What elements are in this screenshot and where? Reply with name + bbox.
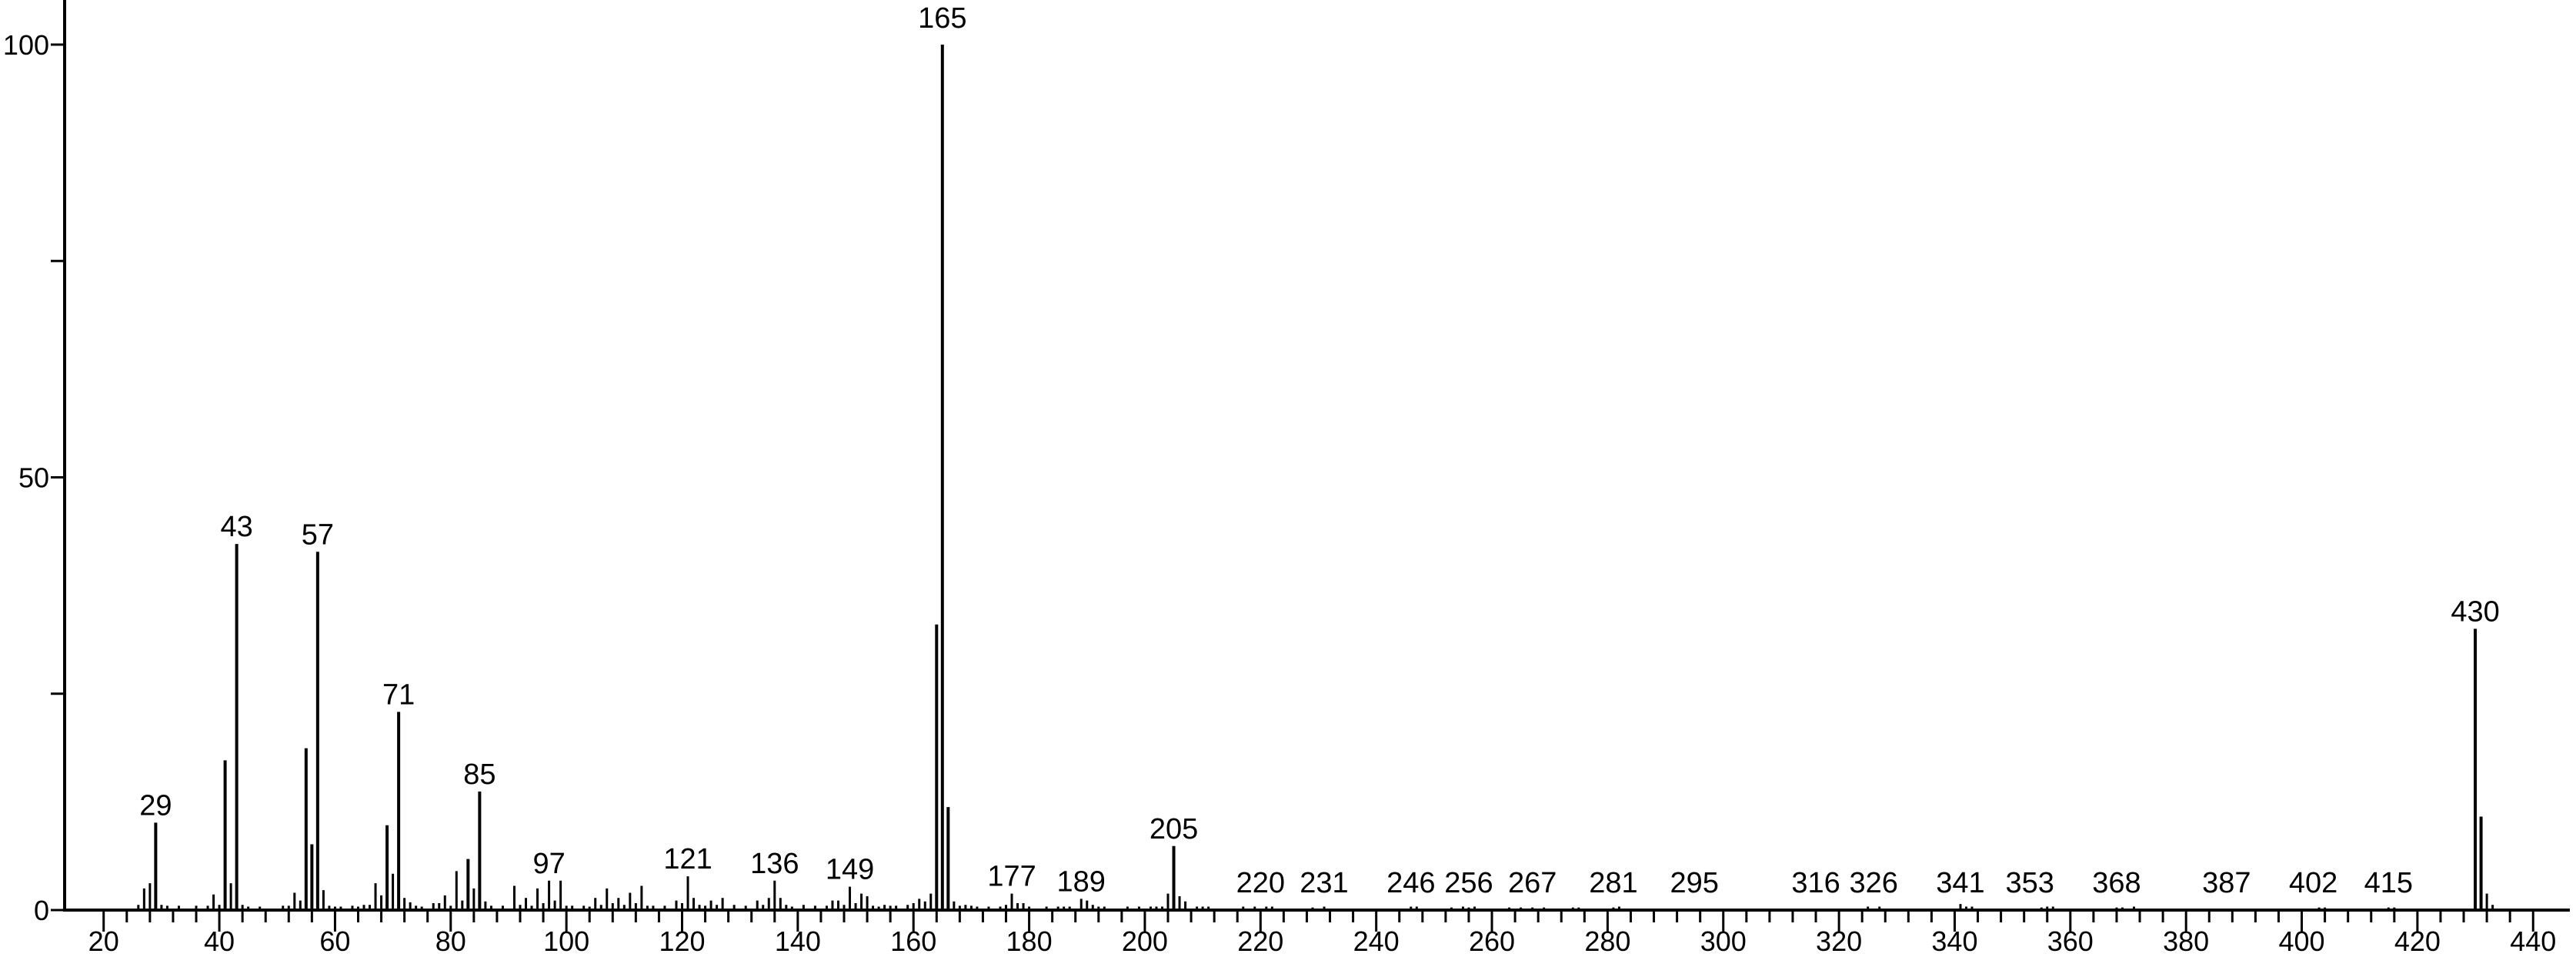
peak-label-231: 231 — [1300, 867, 1348, 899]
axes-group: 20 40 60 80 100 120 140 160 180 200 220 240 260 280 30… — [3, 0, 2570, 957]
x-tick-label-220: 220 — [1237, 925, 1283, 957]
x-tick-label-20: 20 — [88, 925, 119, 957]
peak-label-341: 341 — [1936, 867, 1984, 899]
peak-label-205: 205 — [1150, 813, 1198, 845]
y-tick-label-100: 100 — [3, 29, 49, 61]
peak-label-43: 43 — [220, 511, 252, 543]
x-tick-label-420: 420 — [2394, 925, 2441, 957]
peak-label-316: 316 — [1791, 867, 1840, 899]
peak-label-353: 353 — [2005, 867, 2054, 899]
x-tick-label-400: 400 — [2279, 925, 2325, 957]
peak-label-256: 256 — [1444, 867, 1493, 899]
peak-label-177: 177 — [987, 861, 1036, 893]
x-tick-label-440: 440 — [2510, 925, 2556, 957]
peak-label-57: 57 — [302, 519, 334, 551]
peak-label-29: 29 — [139, 789, 172, 822]
peak-label-189: 189 — [1057, 865, 1106, 898]
x-tick-label-40: 40 — [204, 925, 235, 957]
peak-label-402: 402 — [2289, 867, 2337, 899]
peak-label-149: 149 — [826, 854, 874, 886]
x-tick-label-360: 360 — [2047, 925, 2094, 957]
peak-label-430: 430 — [2451, 595, 2499, 628]
peak-label-220: 220 — [1236, 867, 1285, 899]
x-tick-label-80: 80 — [435, 925, 466, 957]
peaks-group — [137, 45, 2494, 910]
peak-label-246: 246 — [1386, 867, 1435, 899]
x-tick-label-260: 260 — [1469, 925, 1515, 957]
peak-label-97: 97 — [532, 848, 565, 880]
y-tick-label-0: 0 — [34, 895, 49, 926]
x-tick-label-180: 180 — [1006, 925, 1053, 957]
x-tick-label-100: 100 — [543, 925, 589, 957]
peak-label-85: 85 — [463, 759, 496, 791]
x-tick-label-380: 380 — [2163, 925, 2209, 957]
peak-label-326: 326 — [1850, 867, 1898, 899]
peak-label-267: 267 — [1508, 867, 1557, 899]
peak-label-165: 165 — [918, 2, 966, 35]
x-tick-label-140: 140 — [775, 925, 821, 957]
peak-labels-group: 29 43 57 71 85 97 121 136 149 165 177 189 205 220 231 2… — [139, 2, 2500, 899]
peak-label-387: 387 — [2202, 867, 2251, 899]
x-tick-label-60: 60 — [319, 925, 350, 957]
x-tick-label-320: 320 — [1816, 925, 1862, 957]
peak-label-368: 368 — [2092, 867, 2141, 899]
x-tick-label-120: 120 — [659, 925, 705, 957]
x-tick-label-340: 340 — [1931, 925, 1977, 957]
x-tick-label-200: 200 — [1122, 925, 1168, 957]
y-tick-label-50: 50 — [18, 462, 49, 494]
peak-label-281: 281 — [1589, 867, 1637, 899]
x-tick-label-300: 300 — [1700, 925, 1747, 957]
x-tick-label-240: 240 — [1353, 925, 1400, 957]
peak-label-415: 415 — [2364, 867, 2413, 899]
peak-label-71: 71 — [382, 679, 415, 711]
x-tick-label-160: 160 — [890, 925, 936, 957]
peak-label-295: 295 — [1670, 867, 1718, 899]
peak-label-121: 121 — [663, 843, 712, 875]
peak-label-136: 136 — [750, 848, 799, 880]
x-tick-label-280: 280 — [1584, 925, 1630, 957]
